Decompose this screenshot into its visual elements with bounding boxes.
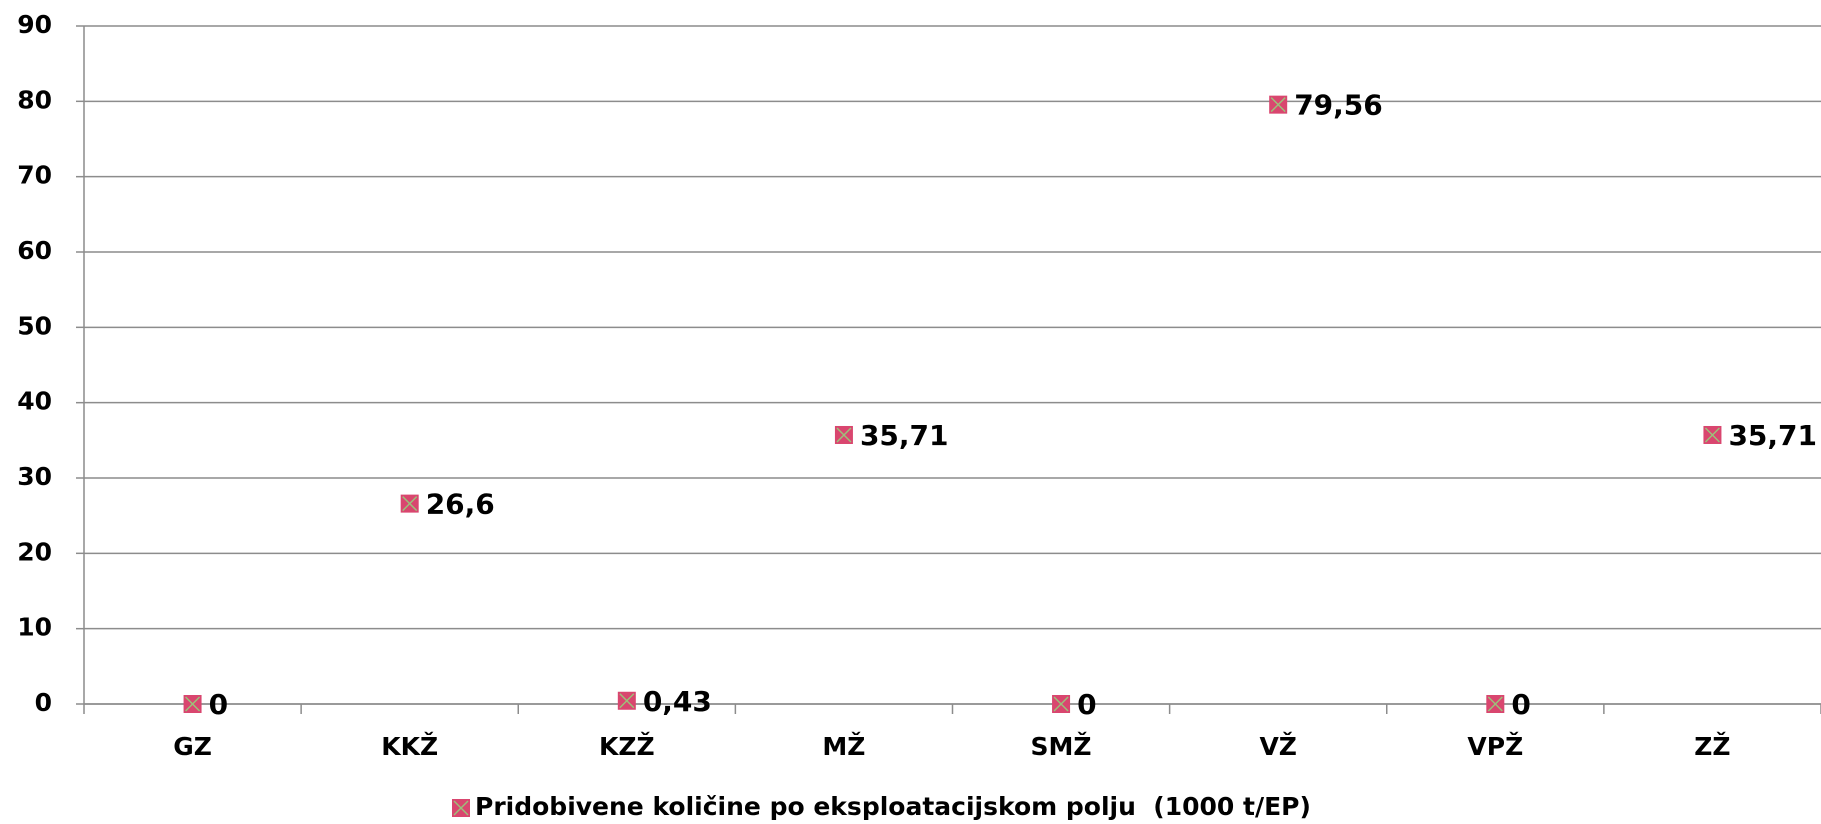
x-tick-label: SMŽ xyxy=(1031,732,1092,761)
y-tick-label: 40 xyxy=(17,387,52,416)
y-tick-label: 20 xyxy=(17,537,52,566)
y-tick-label: 80 xyxy=(17,85,52,114)
y-tick-label: 0 xyxy=(35,688,52,717)
point-cross xyxy=(1487,696,1503,712)
data-label: 0,43 xyxy=(643,685,712,718)
point-cross xyxy=(1053,696,1069,712)
data-label: 35,71 xyxy=(1728,419,1817,452)
data-label: 79,56 xyxy=(1294,89,1383,122)
y-tick-label: 70 xyxy=(17,161,52,190)
x-tick-label: MŽ xyxy=(822,732,865,761)
point-cross xyxy=(402,496,418,512)
point-cross xyxy=(836,427,852,443)
y-tick-label: 50 xyxy=(17,311,52,340)
x-tick-label: VPŽ xyxy=(1467,732,1523,761)
data-label: 26,6 xyxy=(426,488,495,521)
y-tick-label: 10 xyxy=(17,613,52,642)
point-cross xyxy=(1704,427,1720,443)
x-tick-label: KKŽ xyxy=(381,732,438,761)
legend-label: Pridobivene količine po eksploatacijskom… xyxy=(475,792,1311,821)
point-cross xyxy=(1270,97,1286,113)
data-label: 0 xyxy=(1511,688,1530,721)
data-label: 0 xyxy=(209,688,228,721)
point-cross xyxy=(619,693,635,709)
legend-marker-cross xyxy=(453,800,469,816)
y-tick-label: 90 xyxy=(17,10,52,39)
y-tick-label: 60 xyxy=(17,236,52,265)
data-label: 0 xyxy=(1077,688,1096,721)
point-cross xyxy=(185,696,201,712)
x-tick-label: KZŽ xyxy=(599,732,655,761)
x-tick-label: ZŽ xyxy=(1694,732,1730,761)
data-label: 35,71 xyxy=(860,419,949,452)
x-tick-label: GZ xyxy=(173,732,212,761)
y-tick-label: 30 xyxy=(17,462,52,491)
x-tick-label: VŽ xyxy=(1259,732,1296,761)
